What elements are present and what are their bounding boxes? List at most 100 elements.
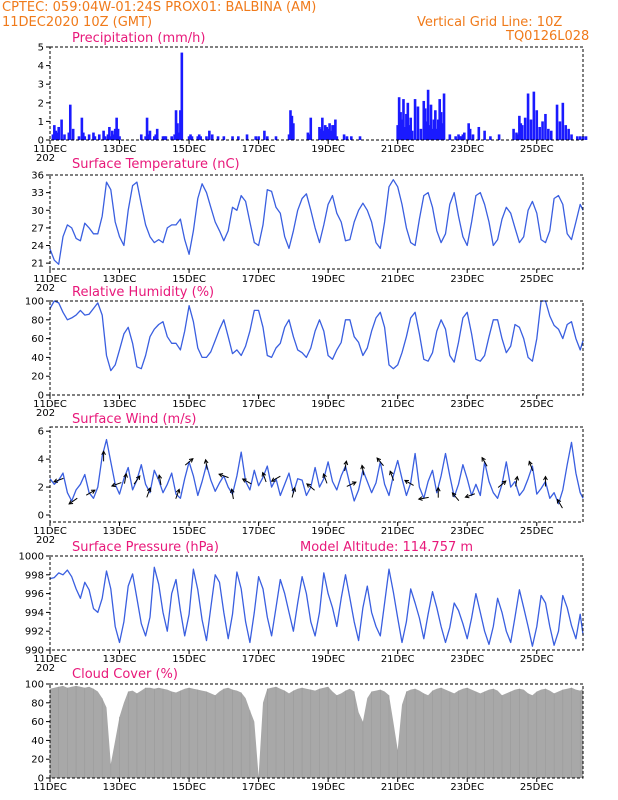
pressure-date-label: 21DEC — [381, 654, 415, 665]
precip-bar — [558, 121, 562, 140]
cloud-date-label: 15DEC — [172, 782, 206, 793]
precip-bar — [289, 110, 292, 140]
wind-date-label: 19DEC — [311, 526, 345, 537]
pressure-date-label: 15DEC — [172, 654, 206, 665]
pressure-ytick-label: 994 — [25, 608, 44, 619]
precip-bar — [102, 130, 105, 140]
humidity-date-label: 17DEC — [242, 399, 276, 410]
precip-bar — [468, 128, 472, 140]
wind-arrow-shaft — [557, 499, 563, 509]
precip-bar — [458, 136, 462, 140]
temp-date-label: 17DEC — [242, 274, 276, 285]
precip-bar — [406, 102, 410, 140]
wind-arrow-shaft — [323, 473, 328, 484]
cloud-ytick-label: 20 — [31, 755, 44, 766]
wind-arrow-shaft — [205, 459, 208, 470]
precip-bar — [567, 128, 570, 140]
wind-arrow-head — [351, 481, 357, 486]
precip-bar — [434, 110, 437, 140]
pressure-ytick-label: 992 — [25, 627, 44, 638]
precip-bar — [266, 136, 269, 140]
precip-panel: 0 1 2 3 4 5 11DEC 13DEC 15DEC 17DEC 19DEC 21DEC 23DE… — [33, 31, 588, 164]
precip-bar — [187, 136, 191, 140]
humidity-date-label: 23DEC — [450, 399, 484, 410]
cloud-ytick-label: 80 — [31, 698, 44, 709]
pressure-title: Surface Pressure (hPa) — [72, 540, 219, 555]
humidity-date-label: 25DEC — [520, 399, 554, 410]
temp-frame — [49, 174, 584, 270]
precip-bar — [399, 112, 402, 140]
wind-arrow-head — [389, 470, 394, 476]
precip-ytick-label: 1 — [38, 117, 44, 128]
wind-arrow-head — [403, 479, 409, 485]
precip-bar — [561, 102, 565, 140]
wind-arrow — [322, 473, 328, 484]
precip-bar — [57, 126, 60, 140]
wind-arrow — [360, 464, 365, 476]
precip-ytick-label: 5 — [38, 43, 44, 54]
wind-arrow-shaft — [158, 475, 162, 486]
cloud-cover-area — [50, 685, 584, 778]
precip-bar — [63, 134, 66, 140]
precip-bar — [519, 123, 523, 140]
precip-bar — [410, 130, 414, 140]
humidity-ytick-label: 20 — [31, 372, 44, 383]
header-grid-note: Vertical Grid Line: 10Z — [417, 15, 563, 30]
wind-arrow-head — [53, 478, 58, 483]
humidity-series-line — [49, 300, 584, 372]
cloud-date-label: 13DEC — [103, 782, 137, 793]
wind-arrow-head — [241, 478, 247, 483]
pressure-frame — [49, 555, 584, 651]
wind-arrow-head — [188, 458, 194, 463]
precip-bar — [163, 136, 166, 140]
wind-arrow — [218, 473, 229, 479]
precip-bar — [564, 125, 568, 140]
cloud-date-label: 23DEC — [450, 782, 484, 793]
precip-bar — [287, 134, 291, 140]
wind-arrow-shaft — [231, 489, 234, 500]
humidity-cut-year-label: 202 — [36, 408, 55, 419]
precip-ytick-label: 0 — [38, 136, 44, 147]
precip-bar — [144, 136, 147, 140]
precip-bar — [60, 119, 63, 140]
wind-date-label: 17DEC — [242, 526, 276, 537]
wind-arrow — [528, 460, 534, 471]
pressure-ytick-label: 996 — [25, 589, 44, 600]
wind-arrow — [346, 481, 357, 487]
precip-bar — [423, 108, 427, 140]
humidity-date-label: 13DEC — [103, 399, 137, 410]
precip-bar — [578, 136, 582, 140]
temp-series-line — [49, 179, 584, 265]
precip-bar — [489, 136, 492, 140]
pressure-cut-year-label: 202 — [36, 663, 55, 674]
wind-arrow-head — [322, 473, 327, 478]
wind-arrow-shaft — [242, 478, 252, 485]
precip-bar — [263, 130, 266, 140]
wind-date-label: 13DEC — [103, 526, 137, 537]
precip-bar — [325, 126, 328, 140]
wind-arrow — [481, 456, 488, 467]
precip-bar — [155, 128, 159, 140]
wind-panel: 0 2 4 6 11DEC 13DEC 15DEC 17DEC 19DEC 21DEC 23DEC 2… — [33, 412, 584, 546]
precip-bar — [208, 130, 211, 140]
precip-bar — [426, 89, 430, 140]
wind-arrow-shaft — [465, 493, 475, 498]
precip-bar — [402, 99, 405, 140]
wind-arrow-shaft — [123, 473, 127, 484]
humidity-frame — [49, 300, 584, 396]
precip-bar — [309, 117, 313, 140]
wind-arrow-head — [435, 486, 441, 492]
humidity-date-label: 19DEC — [311, 399, 345, 410]
wind-arrow-head — [556, 498, 562, 504]
precip-bar — [329, 130, 333, 140]
precip-bar — [463, 132, 466, 140]
temp-ytick-label: 21 — [31, 259, 44, 270]
precip-bar — [80, 117, 84, 140]
precip-bar — [441, 123, 444, 140]
wind-arrow-head — [68, 500, 74, 505]
wind-arrow — [261, 471, 267, 483]
precip-bar — [396, 125, 399, 140]
precip-bar — [67, 132, 71, 140]
pressure-ytick-label: 990 — [25, 646, 44, 657]
pressure-ytick-label: 998 — [25, 570, 44, 581]
